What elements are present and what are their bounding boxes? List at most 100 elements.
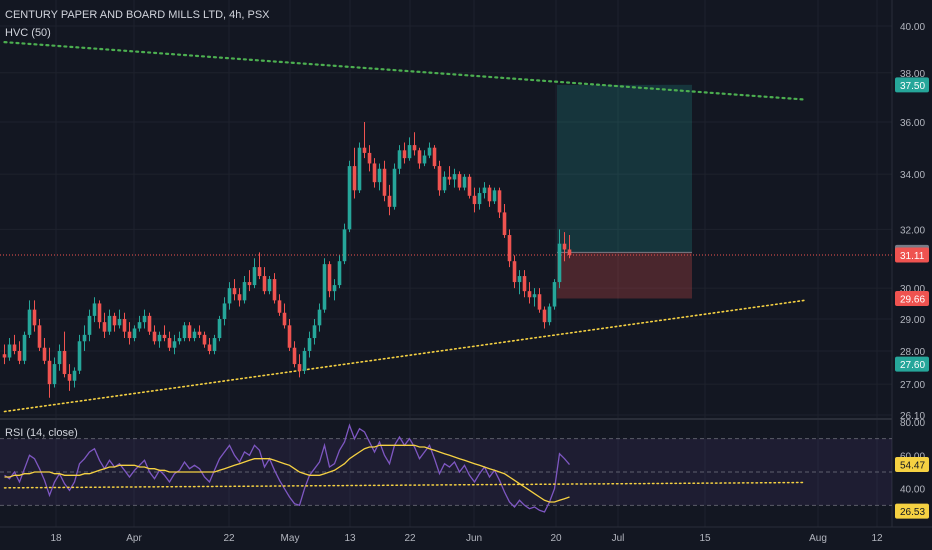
price-tick-label: 30.00 <box>900 284 925 295</box>
candle-body <box>442 176 447 191</box>
candle-body <box>287 325 292 348</box>
candle-body <box>407 145 412 159</box>
candle-body <box>97 303 102 323</box>
candle-body <box>447 176 452 180</box>
candle-body <box>377 168 382 183</box>
price-badge <box>895 77 929 93</box>
candle-body <box>167 338 172 348</box>
candle-body <box>12 344 17 351</box>
rsi-trendline[interactable] <box>3 481 806 489</box>
price-tick-label: 38.00 <box>900 69 925 80</box>
hvc-indicator-label[interactable]: HVC (50) <box>5 27 51 39</box>
candle-body <box>297 364 302 371</box>
price-tick-label: 27.00 <box>900 380 925 391</box>
candle-body <box>502 212 507 236</box>
stop-zone[interactable] <box>557 252 692 299</box>
rsi-pane <box>0 423 892 513</box>
candle-body <box>267 279 272 292</box>
candle-body <box>152 331 157 342</box>
candle-body <box>52 364 57 385</box>
candle-body <box>427 147 432 156</box>
candle-body <box>142 315 147 323</box>
candle-body <box>132 328 137 339</box>
candle-body <box>157 334 162 342</box>
candle-body <box>17 350 22 361</box>
candle-body <box>397 150 402 169</box>
candle-body <box>72 370 77 381</box>
candle-body <box>567 249 572 256</box>
position-zones[interactable] <box>557 84 692 299</box>
candle-body <box>342 229 347 262</box>
candle-body <box>147 315 152 332</box>
trend-lines[interactable] <box>0 41 892 413</box>
rsi-badge <box>895 457 929 473</box>
candle-body <box>417 150 422 164</box>
candle-body <box>237 294 242 301</box>
candle-body <box>277 300 282 313</box>
candle-body <box>107 315 112 332</box>
candle-body <box>302 350 307 371</box>
candle-body <box>347 166 352 230</box>
rsi-badge-label: 26.53 <box>900 507 925 518</box>
price-badge <box>895 356 929 372</box>
time-tick-label: Jul <box>612 533 625 544</box>
candle-body <box>327 264 332 292</box>
time-tick-label: Aug <box>809 533 827 544</box>
price-badge-label: 31.11 <box>900 251 925 262</box>
candle-body <box>357 147 362 191</box>
candle-body <box>222 303 227 320</box>
candle-body <box>137 322 142 329</box>
candle-body <box>372 163 377 183</box>
candle-body <box>217 319 222 339</box>
candle-body <box>207 344 212 351</box>
candle-body <box>2 354 7 358</box>
target-zone[interactable] <box>557 84 692 253</box>
rsi-tick-label: 60.00 <box>900 451 925 462</box>
candle-body <box>77 341 82 371</box>
candle-body <box>42 347 47 361</box>
candle-body <box>187 325 192 339</box>
price-tick-label: 36.00 <box>900 118 925 129</box>
price-badge-label: 29.66 <box>900 295 925 306</box>
price-tick-label: 26.10 <box>900 411 925 422</box>
candle-body <box>557 243 562 283</box>
candle-body <box>247 282 252 286</box>
grid <box>0 0 932 528</box>
candle-body <box>122 319 127 332</box>
candle-body <box>387 195 392 207</box>
time-tick-label: 15 <box>699 533 711 544</box>
time-tick-label: 13 <box>344 533 356 544</box>
rsi-ma-line <box>4 444 570 503</box>
trendline-lower[interactable] <box>3 299 806 413</box>
candle-body <box>552 282 557 307</box>
candle-body <box>432 147 437 167</box>
candle-body <box>487 187 492 202</box>
rsi-indicator-label[interactable]: RSI (14, close) <box>5 427 78 439</box>
candle-body <box>527 291 532 298</box>
rsi-badge-label: 54.47 <box>900 461 925 472</box>
candle-body <box>57 350 62 365</box>
candle-body <box>127 331 132 339</box>
candle-body <box>202 334 207 345</box>
candle-body <box>312 325 317 339</box>
candle-body <box>537 294 542 310</box>
price-tick-label: 40.00 <box>900 22 925 33</box>
rsi-tick-label: 80.00 <box>900 418 925 429</box>
price-badge-label: 37.50 <box>900 81 925 92</box>
candle-body <box>517 276 522 283</box>
symbol-title[interactable]: CENTURY PAPER AND BOARD MILLS LTD, 4h, P… <box>5 9 270 21</box>
candles <box>2 122 572 398</box>
candle-body <box>7 344 12 358</box>
candle-body <box>102 322 107 332</box>
candle-body <box>37 325 42 348</box>
candle-body <box>332 285 337 292</box>
candle-body <box>497 190 502 213</box>
candle-body <box>412 145 417 151</box>
candle-body <box>317 309 322 326</box>
candle-body <box>177 338 182 342</box>
candle-body <box>82 334 87 342</box>
time-tick-label: 22 <box>223 533 235 544</box>
trendline-upper[interactable] <box>3 41 806 101</box>
